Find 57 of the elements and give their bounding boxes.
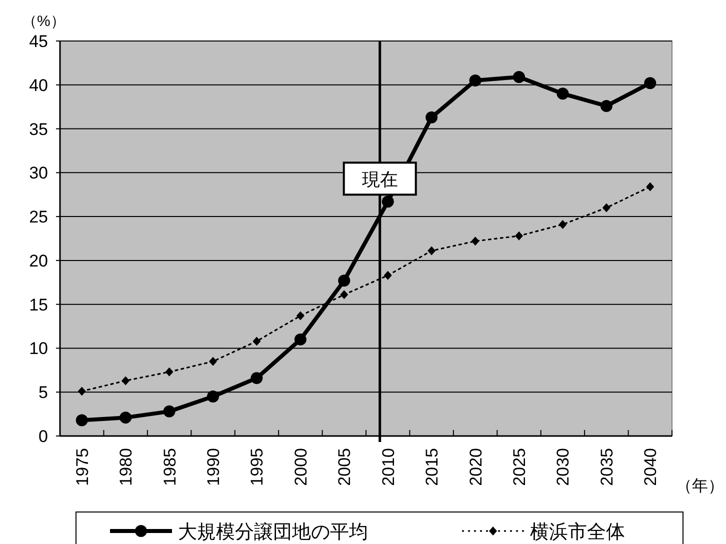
point	[120, 412, 132, 424]
x-tick-label: 2010	[378, 448, 398, 486]
x-tick-label: 2035	[597, 448, 616, 486]
point	[122, 376, 130, 386]
x-tick-label: 2015	[422, 448, 442, 486]
x-tick-label: 2040	[641, 448, 660, 486]
x-tick-label: 2030	[554, 448, 573, 486]
point	[163, 405, 176, 418]
x-tick-label: 2005	[335, 448, 354, 486]
x-tick-label: 1995	[248, 448, 267, 486]
point	[252, 336, 261, 346]
point	[428, 246, 436, 256]
point	[646, 182, 654, 192]
point	[207, 390, 219, 402]
y-tick-label: 10	[29, 339, 48, 358]
x-axis-title: （年）	[676, 478, 724, 495]
point	[471, 236, 480, 246]
x-tick-label: 1980	[116, 448, 136, 486]
point	[250, 372, 263, 384]
y-axis-title: （%）	[22, 13, 66, 30]
y-tick-label: 0	[38, 427, 48, 446]
y-tick-label: 45	[29, 32, 48, 51]
legend-label: 横浜市全体	[530, 521, 625, 543]
point	[165, 367, 174, 376]
ref-line-label: 現在	[362, 170, 398, 190]
point	[78, 386, 86, 396]
point	[209, 356, 217, 366]
point	[556, 88, 569, 100]
point	[602, 203, 610, 212]
point	[76, 414, 88, 426]
y-tick-label: 30	[29, 164, 48, 183]
point	[426, 111, 438, 124]
x-tick-label: 2000	[291, 448, 310, 486]
point	[515, 231, 523, 240]
point	[340, 290, 348, 300]
x-tick-label: 2020	[466, 448, 486, 486]
point	[384, 270, 392, 280]
y-tick-label: 15	[29, 295, 48, 314]
x-tick-label: 1975	[72, 448, 92, 486]
point	[294, 333, 306, 346]
y-tick-label: 20	[29, 251, 48, 270]
point	[644, 77, 656, 90]
y-tick-label: 40	[29, 76, 48, 95]
point	[338, 274, 350, 287]
x-tick-label: 1985	[160, 448, 180, 486]
y-tick-label: 5	[38, 383, 48, 402]
point	[600, 100, 612, 112]
x-tick-label: 2025	[510, 448, 529, 486]
point	[382, 196, 394, 208]
legend-label: 大規模分譲団地の平均	[178, 522, 368, 543]
y-tick-label: 35	[29, 120, 48, 139]
point	[558, 220, 567, 229]
point	[513, 70, 525, 83]
y-tick-label: 25	[29, 208, 48, 227]
x-tick-label: 1990	[204, 448, 223, 486]
point	[296, 311, 304, 320]
point	[469, 74, 482, 86]
